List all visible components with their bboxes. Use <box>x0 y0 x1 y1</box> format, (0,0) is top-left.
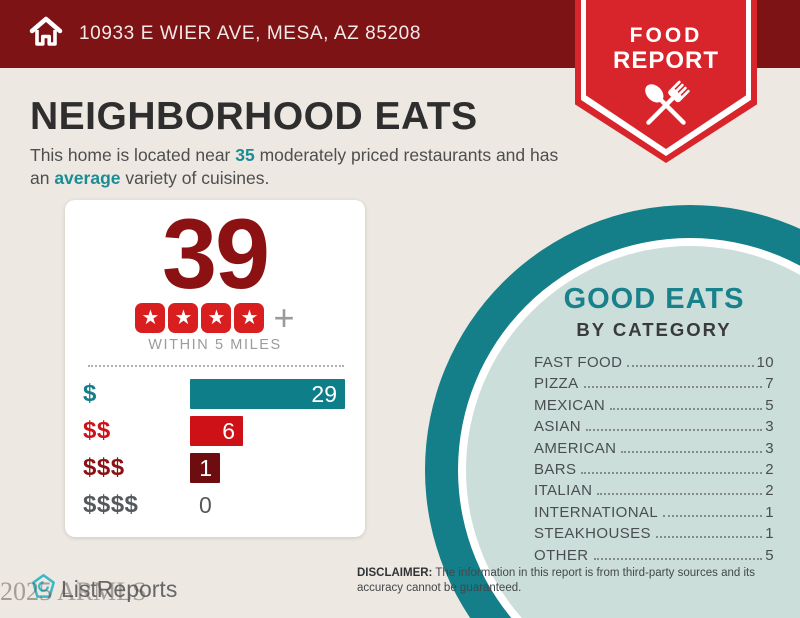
category-row: INTERNATIONAL 1 <box>534 504 774 525</box>
category-row: ASIAN 3 <box>534 418 774 439</box>
category-count: 1 <box>765 525 774 543</box>
category-count: 5 <box>765 396 774 414</box>
category-name: OTHER <box>534 546 589 564</box>
category-name: ITALIAN <box>534 482 593 500</box>
category-count: 2 <box>765 482 774 500</box>
armls-watermark: 2025 ARMLS <box>0 577 147 606</box>
category-row: FAST FOOD 10 <box>534 354 774 375</box>
category-row: ITALIAN 2 <box>534 482 774 503</box>
star-icon: ★ <box>201 303 232 333</box>
star-icon: ★ <box>168 303 199 333</box>
category-panel-subtitle: BY CATEGORY <box>576 319 732 340</box>
total-restaurants: 39 <box>161 198 270 309</box>
category-panel-title: GOOD EATS <box>563 283 745 315</box>
dotted-leader <box>581 471 763 474</box>
restaurant-count: 35 <box>235 145 255 165</box>
category-count: 3 <box>765 439 774 457</box>
category-count: 7 <box>765 375 774 393</box>
price-row: $29 <box>83 379 349 409</box>
price-label: $$$$ <box>83 491 139 518</box>
star-rating: ★ ★ ★ ★ <box>135 303 265 333</box>
dotted-leader <box>655 536 763 539</box>
category-count: 10 <box>756 354 774 371</box>
category-row: OTHER 5 <box>534 547 774 568</box>
dotted-leader <box>663 514 763 517</box>
price-bars: $29 $$ 6 $$$ 1 $$$$ 0 <box>83 379 349 527</box>
card-divider <box>88 365 344 367</box>
category-row: STEAKHOUSES 1 <box>534 525 774 546</box>
star-rating-row: ★ ★ ★ ★ + <box>65 297 365 338</box>
house-icon <box>28 16 64 53</box>
category-name: MEXICAN <box>534 396 606 414</box>
price-row: $$ 6 <box>83 416 349 446</box>
disclaimer: DISCLAIMER: The information in this repo… <box>357 566 773 595</box>
category-row: PIZZA 7 <box>534 375 774 396</box>
utensils-icon <box>635 74 697 141</box>
category-row: BARS 2 <box>534 461 774 482</box>
price-row: $$$ 1 <box>83 453 349 483</box>
dotted-leader <box>610 407 763 410</box>
price-bar: 6 <box>190 416 243 446</box>
listreports-logo-text: ListReports <box>61 575 178 602</box>
plus-icon: + <box>273 297 295 338</box>
ribbon-title-line2: REPORT <box>612 47 719 74</box>
listreports-logo: ListReports <box>30 573 177 605</box>
category-row: AMERICAN 3 <box>534 440 774 461</box>
category-count: 3 <box>765 418 774 436</box>
price-label: $$$ <box>83 454 125 481</box>
price-bar: 29 <box>190 379 345 409</box>
category-count: 2 <box>765 460 774 478</box>
category-name: BARS <box>534 460 577 478</box>
category-name: ASIAN <box>534 418 582 436</box>
dotted-leader <box>621 450 763 453</box>
price-row: $$$$ 0 <box>83 490 349 520</box>
variety-word: average <box>54 168 121 188</box>
category-name: INTERNATIONAL <box>534 503 659 521</box>
summary-card: 39 ★ ★ ★ ★ + WITHIN 5 MILES $29 $$ 6 $$$ 1 $$$$ 0 <box>65 200 365 537</box>
category-count: 1 <box>765 503 774 521</box>
category-name: PIZZA <box>534 375 579 393</box>
listreports-logo-icon <box>30 573 57 605</box>
price-label: $ <box>83 380 97 407</box>
dotted-leader <box>627 365 754 367</box>
price-label: $$ <box>83 417 111 444</box>
dotted-leader <box>586 429 763 432</box>
intro-sentence: This home is located near 35 moderately … <box>30 144 578 190</box>
disclaimer-text: The information in this report is from t… <box>357 567 755 594</box>
radius-label: WITHIN 5 MILES <box>148 337 282 353</box>
property-address: 10933 E WIER AVE, MESA, AZ 85208 <box>79 23 422 44</box>
category-count: 5 <box>765 546 774 564</box>
star-icon: ★ <box>135 303 166 333</box>
star-icon: ★ <box>234 303 265 333</box>
intro-part2: moderately priced restaurants and has an <box>30 145 559 188</box>
intro-part3: variety of cuisines. <box>120 168 270 188</box>
dotted-leader <box>593 557 763 560</box>
dotted-leader <box>583 386 763 389</box>
intro-part1: This home is located near <box>30 145 236 165</box>
dotted-leader <box>597 493 763 496</box>
price-bar: 1 <box>190 453 220 483</box>
category-name: AMERICAN <box>534 439 617 457</box>
price-zero-value: 0 <box>199 491 212 518</box>
food-report-ribbon: FOOD REPORT <box>575 0 757 163</box>
category-list: FAST FOOD 10 PIZZA 7 MEXICAN 5 ASIAN 3 AMERICAN 3… <box>534 354 774 568</box>
page-title: NEIGHBORHOOD EATS <box>30 95 478 138</box>
ribbon-title-line1: FOOD <box>629 24 703 47</box>
category-panel: GOOD EATS BY CATEGORY FAST FOOD 10 PIZZA 7 M… <box>534 283 774 568</box>
category-name: FAST FOOD <box>534 354 623 371</box>
category-row: MEXICAN 5 <box>534 397 774 418</box>
category-name: STEAKHOUSES <box>534 525 651 543</box>
disclaimer-label: DISCLAIMER: <box>357 567 433 579</box>
